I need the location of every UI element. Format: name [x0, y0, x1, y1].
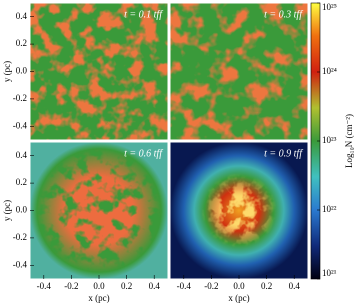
y-tick-label: -0.4 [13, 259, 28, 269]
panel-frame [169, 2, 309, 141]
y-axis-label: y (pc) [2, 61, 12, 82]
colorbar-tick-label: 10²³ [322, 135, 337, 145]
x-tick-label: 0.2 [261, 281, 272, 291]
x-tick-label: 0.4 [289, 281, 301, 291]
x-tick-label: -0.4 [37, 281, 52, 291]
panel-annotation: t = 0.6 tff [124, 148, 163, 159]
x-tick-label: 0.0 [233, 281, 245, 291]
x-axis-label: x (pc) [228, 293, 249, 303]
y-axis-label: y (pc) [2, 200, 12, 221]
colorbar-tick-label: 10²² [322, 204, 337, 214]
y-tick-label: -0.2 [13, 232, 27, 242]
panel-annotation: t = 0.3 tff [264, 9, 303, 20]
x-tick-label: 0.0 [93, 281, 105, 291]
x-tick-label: -0.2 [204, 281, 218, 291]
y-tick-label: 0.2 [16, 38, 27, 48]
x-tick-label: -0.2 [64, 281, 78, 291]
density-structure [30, 142, 168, 279]
y-tick-label: 0.4 [16, 150, 28, 160]
density-structure [170, 3, 308, 140]
x-tick-label: 0.4 [149, 281, 161, 291]
x-tick-label: -0.4 [177, 281, 192, 291]
density-structure [30, 3, 168, 140]
y-tick-label: -0.2 [13, 93, 27, 103]
panel-annotation: t = 0.9 tff [264, 148, 303, 159]
colorbar-label: Log₁₀N (cm⁻²) [344, 114, 354, 168]
y-tick-label: -0.4 [13, 120, 28, 130]
colorbar-tick-label: 10²⁴ [322, 66, 337, 76]
density-core [200, 172, 278, 249]
panel-annotation: t = 0.1 tff [124, 9, 163, 20]
x-tick-label: 0.2 [121, 281, 132, 291]
y-tick-label: 0.4 [16, 11, 28, 21]
y-tick-label: 0.0 [16, 205, 28, 215]
y-tick-label: 0.2 [16, 177, 27, 187]
colorbar-tick-label: 10²⁵ [322, 2, 337, 12]
y-tick-label: 0.0 [16, 66, 28, 76]
x-axis-label: x (pc) [88, 293, 109, 303]
colorbar-tick-label: 10²¹ [322, 268, 337, 278]
